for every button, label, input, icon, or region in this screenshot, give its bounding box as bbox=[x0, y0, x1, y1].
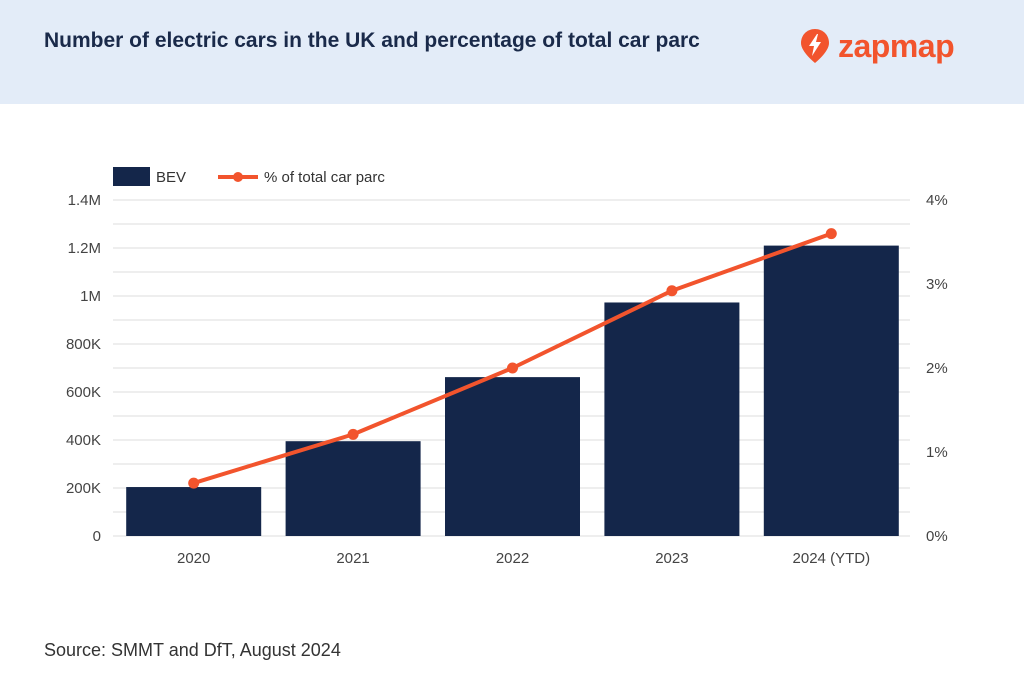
left-tick-label: 1.4M bbox=[68, 192, 101, 209]
legend-bar-label: BEV bbox=[156, 169, 186, 186]
chart-title: Number of electric cars in the UK and pe… bbox=[44, 29, 700, 52]
percentage-point bbox=[666, 285, 678, 297]
left-tick-label: 800K bbox=[66, 336, 101, 353]
left-tick-label: 1M bbox=[80, 288, 101, 305]
right-tick-label: 4% bbox=[926, 192, 948, 209]
x-tick-label: 2021 bbox=[336, 550, 369, 567]
legend-line-label: % of total car parc bbox=[264, 169, 385, 186]
percentage-point bbox=[347, 428, 359, 440]
source-note: Source: SMMT and DfT, August 2024 bbox=[44, 640, 341, 660]
bar-2020 bbox=[126, 487, 262, 536]
left-tick-label: 200K bbox=[66, 480, 101, 497]
x-axis-ticks: 2020 2021 2022 2023 2024 (YTD) bbox=[177, 550, 870, 567]
bar-2021 bbox=[285, 441, 421, 536]
bar-2023 bbox=[604, 302, 740, 536]
bars bbox=[126, 245, 899, 536]
left-tick-label: 600K bbox=[66, 384, 101, 401]
x-tick-label: 2023 bbox=[655, 550, 688, 567]
left-tick-label: 400K bbox=[66, 432, 101, 449]
right-tick-label: 0% bbox=[926, 528, 948, 545]
x-tick-label: 2024 (YTD) bbox=[793, 550, 871, 567]
right-tick-label: 3% bbox=[926, 276, 948, 293]
percentage-point bbox=[825, 228, 837, 240]
logo-text: zapmap bbox=[838, 28, 955, 64]
left-axis-ticks: 0 200K 400K 600K 800K 1M 1.2M 1.4M bbox=[66, 192, 101, 545]
x-tick-label: 2022 bbox=[496, 550, 529, 567]
zapmap-logo: zapmap bbox=[800, 24, 955, 68]
percentage-line bbox=[188, 228, 837, 489]
zapmap-logo-icon bbox=[801, 29, 829, 63]
header-banner: Number of electric cars in the UK and pe… bbox=[0, 0, 1024, 104]
legend-bar-swatch bbox=[113, 167, 150, 186]
right-tick-label: 1% bbox=[926, 444, 948, 461]
right-tick-label: 2% bbox=[926, 360, 948, 377]
x-tick-label: 2020 bbox=[177, 550, 210, 567]
percentage-point bbox=[507, 362, 518, 374]
left-tick-label: 0 bbox=[93, 528, 101, 545]
percentage-point bbox=[188, 477, 200, 489]
bar-2022 bbox=[445, 377, 580, 536]
legend-line-marker bbox=[233, 172, 243, 182]
bar-2024 (YTD) bbox=[763, 245, 899, 536]
right-axis-ticks: 0% 1% 2% 3% 4% bbox=[926, 192, 948, 545]
legend: BEV % of total car parc bbox=[113, 167, 385, 186]
left-tick-label: 1.2M bbox=[68, 240, 101, 257]
